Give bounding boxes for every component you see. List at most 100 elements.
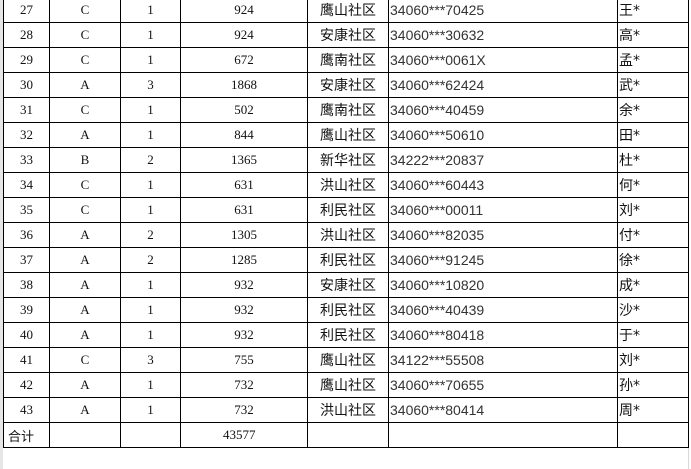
community-cell[interactable]: 利民社区	[307, 297, 389, 323]
cell[interactable]	[120, 422, 181, 448]
count-cell[interactable]: 1	[120, 47, 181, 73]
count-cell[interactable]: 1	[120, 197, 181, 223]
row-number[interactable]: 32	[3, 122, 50, 148]
id-number-cell[interactable]: 34060***0061X	[388, 47, 618, 73]
count-cell[interactable]: 1	[120, 122, 181, 148]
name-cell[interactable]: 沙*	[617, 297, 689, 323]
community-cell[interactable]: 洪山社区	[307, 172, 389, 198]
id-number-cell[interactable]: 34060***80418	[388, 322, 618, 348]
amount-cell[interactable]: 672	[180, 47, 308, 73]
id-number-cell[interactable]: 34060***00011	[388, 197, 618, 223]
count-cell[interactable]: 1	[120, 22, 181, 48]
name-cell[interactable]: 刘*	[617, 197, 689, 223]
community-cell[interactable]: 洪山社区	[307, 222, 389, 248]
total-amount[interactable]: 43577	[180, 422, 308, 448]
count-cell[interactable]: 1	[120, 272, 181, 298]
count-cell[interactable]: 1	[120, 97, 181, 123]
row-number[interactable]: 28	[3, 22, 50, 48]
grade-cell[interactable]: C	[49, 22, 121, 48]
name-cell[interactable]: 高*	[617, 22, 689, 48]
cell[interactable]	[49, 422, 121, 448]
grade-cell[interactable]: B	[49, 147, 121, 173]
id-number-cell[interactable]: 34060***40459	[388, 97, 618, 123]
row-number[interactable]: 39	[3, 297, 50, 323]
community-cell[interactable]: 利民社区	[307, 247, 389, 273]
name-cell[interactable]: 王*	[617, 0, 689, 23]
row-number[interactable]: 27	[3, 0, 50, 23]
amount-cell[interactable]: 932	[180, 272, 308, 298]
grade-cell[interactable]: C	[49, 97, 121, 123]
name-cell[interactable]: 孟*	[617, 47, 689, 73]
id-number-cell[interactable]: 34060***60443	[388, 172, 618, 198]
community-cell[interactable]: 安康社区	[307, 22, 389, 48]
community-cell[interactable]: 鹰南社区	[307, 97, 389, 123]
name-cell[interactable]: 杜*	[617, 147, 689, 173]
row-number[interactable]: 30	[3, 72, 50, 98]
grade-cell[interactable]: A	[49, 272, 121, 298]
row-number[interactable]: 34	[3, 172, 50, 198]
name-cell[interactable]: 余*	[617, 97, 689, 123]
id-number-cell[interactable]: 34060***70655	[388, 372, 618, 398]
count-cell[interactable]: 2	[120, 247, 181, 273]
grade-cell[interactable]: A	[49, 222, 121, 248]
grade-cell[interactable]: A	[49, 397, 121, 423]
amount-cell[interactable]: 631	[180, 172, 308, 198]
name-cell[interactable]: 武*	[617, 72, 689, 98]
name-cell[interactable]: 付*	[617, 222, 689, 248]
id-number-cell[interactable]: 34122***55508	[388, 347, 618, 373]
amount-cell[interactable]: 732	[180, 397, 308, 423]
community-cell[interactable]: 鹰山社区	[307, 372, 389, 398]
grade-cell[interactable]: C	[49, 172, 121, 198]
id-number-cell[interactable]: 34060***30632	[388, 22, 618, 48]
community-cell[interactable]: 鹰山社区	[307, 0, 389, 23]
amount-cell[interactable]: 1285	[180, 247, 308, 273]
id-number-cell[interactable]: 34222***20837	[388, 147, 618, 173]
id-number-cell[interactable]: 34060***62424	[388, 72, 618, 98]
row-number[interactable]: 29	[3, 47, 50, 73]
count-cell[interactable]: 1	[120, 397, 181, 423]
grade-cell[interactable]: A	[49, 72, 121, 98]
grade-cell[interactable]: C	[49, 197, 121, 223]
community-cell[interactable]: 利民社区	[307, 322, 389, 348]
name-cell[interactable]: 于*	[617, 322, 689, 348]
amount-cell[interactable]: 1305	[180, 222, 308, 248]
row-number[interactable]: 36	[3, 222, 50, 248]
grade-cell[interactable]: A	[49, 372, 121, 398]
grade-cell[interactable]: A	[49, 122, 121, 148]
id-number-cell[interactable]: 34060***10820	[388, 272, 618, 298]
id-number-cell[interactable]: 34060***70425	[388, 0, 618, 23]
id-number-cell[interactable]: 34060***40439	[388, 297, 618, 323]
total-label[interactable]: 合计	[3, 422, 50, 448]
amount-cell[interactable]: 502	[180, 97, 308, 123]
row-number[interactable]: 42	[3, 372, 50, 398]
community-cell[interactable]: 利民社区	[307, 197, 389, 223]
amount-cell[interactable]: 1365	[180, 147, 308, 173]
row-number[interactable]: 37	[3, 247, 50, 273]
name-cell[interactable]: 田*	[617, 122, 689, 148]
id-number-cell[interactable]: 34060***91245	[388, 247, 618, 273]
row-number[interactable]: 31	[3, 97, 50, 123]
name-cell[interactable]: 孙*	[617, 372, 689, 398]
row-number[interactable]: 43	[3, 397, 50, 423]
count-cell[interactable]: 1	[120, 0, 181, 23]
community-cell[interactable]: 鹰山社区	[307, 347, 389, 373]
count-cell[interactable]: 2	[120, 147, 181, 173]
grade-cell[interactable]: C	[49, 47, 121, 73]
grade-cell[interactable]: A	[49, 247, 121, 273]
amount-cell[interactable]: 631	[180, 197, 308, 223]
grade-cell[interactable]: C	[49, 347, 121, 373]
community-cell[interactable]: 鹰山社区	[307, 122, 389, 148]
count-cell[interactable]: 1	[120, 372, 181, 398]
row-number[interactable]: 41	[3, 347, 50, 373]
row-number[interactable]: 38	[3, 272, 50, 298]
amount-cell[interactable]: 932	[180, 322, 308, 348]
name-cell[interactable]: 周*	[617, 397, 689, 423]
amount-cell[interactable]: 924	[180, 22, 308, 48]
community-cell[interactable]: 鹰南社区	[307, 47, 389, 73]
count-cell[interactable]: 2	[120, 222, 181, 248]
amount-cell[interactable]: 755	[180, 347, 308, 373]
id-number-cell[interactable]: 34060***82035	[388, 222, 618, 248]
cell[interactable]	[307, 422, 389, 448]
count-cell[interactable]: 3	[120, 347, 181, 373]
id-number-cell[interactable]: 34060***50610	[388, 122, 618, 148]
